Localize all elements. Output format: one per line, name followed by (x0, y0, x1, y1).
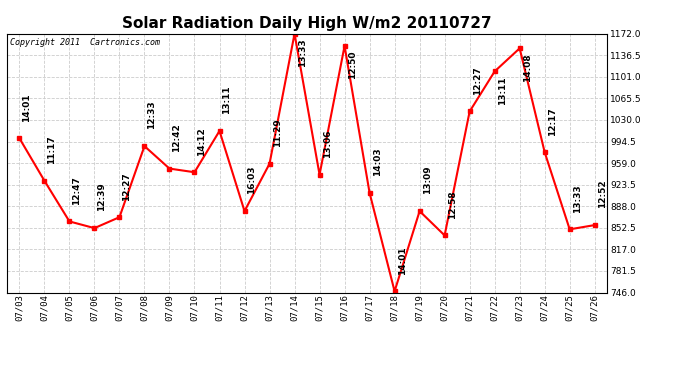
Text: 12:33: 12:33 (148, 101, 157, 129)
Text: 13:09: 13:09 (422, 166, 432, 195)
Text: 13:33: 13:33 (573, 184, 582, 213)
Text: 14:12: 14:12 (197, 127, 206, 156)
Text: 11:29: 11:29 (273, 118, 282, 147)
Text: 12:58: 12:58 (448, 190, 457, 219)
Text: 14:01: 14:01 (397, 246, 406, 274)
Text: 12:47: 12:47 (72, 176, 81, 205)
Text: 12:39: 12:39 (97, 183, 106, 212)
Text: 12:27: 12:27 (473, 66, 482, 95)
Text: 13:11: 13:11 (222, 86, 232, 114)
Text: 12:17: 12:17 (548, 107, 557, 135)
Text: 12:50: 12:50 (348, 51, 357, 79)
Text: 13:06: 13:06 (322, 129, 332, 158)
Text: 12:52: 12:52 (598, 180, 607, 209)
Title: Solar Radiation Daily High W/m2 20110727: Solar Radiation Daily High W/m2 20110727 (122, 16, 492, 31)
Text: 13:11: 13:11 (497, 76, 506, 105)
Text: 13:33: 13:33 (297, 38, 306, 67)
Text: Copyright 2011  Cartronics.com: Copyright 2011 Cartronics.com (10, 38, 160, 46)
Text: 16:03: 16:03 (248, 166, 257, 195)
Text: 12:27: 12:27 (122, 172, 132, 201)
Text: 14:01: 14:01 (22, 93, 32, 122)
Text: 14:08: 14:08 (522, 53, 532, 82)
Text: 11:17: 11:17 (48, 135, 57, 164)
Text: 14:03: 14:03 (373, 148, 382, 176)
Text: 12:42: 12:42 (172, 123, 181, 152)
